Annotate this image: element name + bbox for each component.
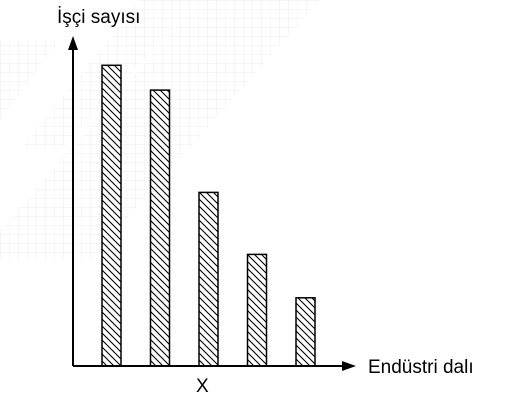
x-axis-marker: X [196, 376, 209, 397]
bar-2 [149, 89, 171, 367]
bars-group [101, 64, 316, 367]
bar-5 [295, 297, 316, 367]
y-axis-arrow [68, 36, 78, 50]
bar-1 [101, 64, 122, 367]
x-axis-label: Endüstri dalı [368, 357, 474, 378]
y-axis-label: İşçi sayısı [57, 7, 140, 28]
bar-3 [198, 191, 219, 367]
bar-4 [246, 253, 268, 367]
x-axis-arrow [342, 361, 356, 371]
